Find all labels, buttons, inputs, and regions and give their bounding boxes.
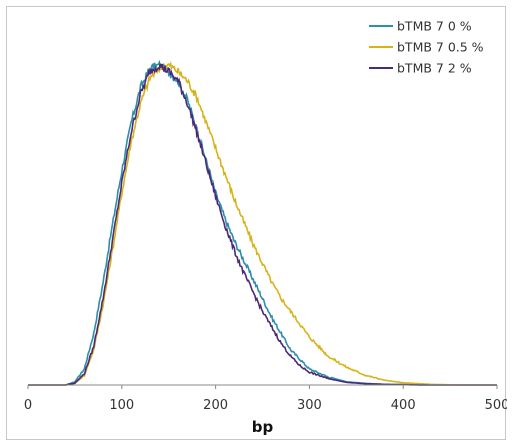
legend-label: bTMB 7 2 %	[397, 61, 472, 76]
chart-frame: 0 100 200 300 400 500 bp bTMB 7 0 % bTMB 7 0.5…	[6, 6, 507, 440]
x-tick-label: 400	[391, 398, 416, 413]
series-line	[28, 63, 497, 386]
legend: bTMB 7 0 % bTMB 7 0.5 % bTMB 7 2 %	[369, 19, 484, 76]
x-tick-label: 500	[485, 398, 507, 413]
legend-label: bTMB 7 0.5 %	[397, 40, 484, 55]
x-ticks: 0 100 200 300 400 500	[24, 385, 507, 413]
line-chart: 0 100 200 300 400 500 bp bTMB 7 0 % bTMB 7 0.5…	[24, 19, 507, 437]
series-layer	[28, 59, 497, 386]
series-line	[28, 59, 497, 386]
x-tick-label: 200	[203, 398, 228, 413]
x-tick-label: 300	[297, 398, 322, 413]
x-tick-label: 0	[24, 398, 32, 413]
series-line	[28, 61, 497, 386]
x-tick-label: 100	[109, 398, 134, 413]
x-axis-title: bp	[252, 418, 274, 436]
legend-label: bTMB 7 0 %	[397, 19, 472, 34]
